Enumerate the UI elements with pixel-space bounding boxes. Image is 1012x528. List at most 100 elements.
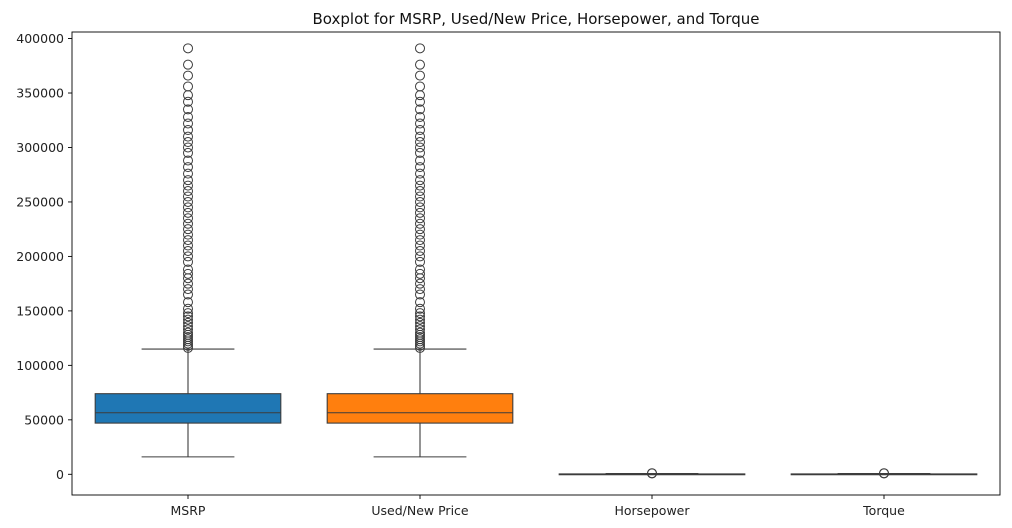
outlier-point — [879, 468, 889, 479]
outlier-point — [183, 196, 193, 207]
outlier-point — [183, 180, 193, 191]
outlier-point — [415, 264, 425, 275]
outlier-point — [415, 168, 425, 179]
outlier-point — [183, 251, 193, 262]
outlier-point — [415, 137, 425, 148]
x-tick-label: Horsepower — [614, 503, 690, 518]
outlier-point — [183, 202, 193, 213]
outlier-point — [415, 235, 425, 246]
outlier-point — [183, 96, 193, 107]
outlier-point — [183, 186, 193, 197]
outlier-point — [183, 327, 193, 338]
y-tick-label: 300000 — [16, 140, 64, 155]
outlier-point — [415, 191, 425, 202]
outlier-point — [183, 162, 193, 173]
box — [94, 393, 282, 424]
outlier-point — [415, 142, 425, 153]
outlier-point — [183, 118, 193, 129]
y-tick-label: 0 — [56, 467, 64, 482]
outlier-point — [415, 317, 425, 328]
outlier-point — [415, 321, 425, 332]
outlier-point — [183, 229, 193, 240]
outlier-point — [415, 180, 425, 191]
outlier-point — [183, 142, 193, 153]
plot-area: 0 50000 100000 150000 200000 250000 300000 3500… — [16, 31, 1001, 518]
outlier-point — [415, 224, 425, 235]
outlier-point — [415, 104, 425, 115]
outlier-point — [415, 268, 425, 279]
y-tick-label: 400000 — [16, 31, 64, 46]
outlier-point — [415, 43, 425, 54]
outlier-point — [415, 213, 425, 224]
outlier-point — [415, 284, 425, 295]
outlier-point — [415, 256, 425, 267]
outlier-point — [415, 229, 425, 240]
outlier-point — [415, 218, 425, 229]
outlier-point — [415, 303, 425, 314]
outlier-point — [415, 314, 425, 325]
outlier-point — [415, 70, 425, 81]
outlier-point — [647, 468, 657, 479]
outlier-point — [183, 303, 193, 314]
outlier-point — [183, 314, 193, 325]
outlier-point — [183, 155, 193, 166]
outlier-point — [415, 202, 425, 213]
outlier-point — [183, 175, 193, 186]
outlier-point — [183, 278, 193, 289]
outlier-point — [183, 125, 193, 136]
outlier-point — [415, 118, 425, 129]
outlier-point — [415, 240, 425, 251]
outlier-point — [415, 131, 425, 142]
outlier-point — [415, 81, 425, 92]
outlier-point — [415, 327, 425, 338]
y-tick-label: 250000 — [16, 194, 64, 209]
outlier-point — [183, 297, 193, 308]
outlier-point — [415, 289, 425, 300]
outlier-point — [183, 284, 193, 295]
outlier-point — [183, 111, 193, 122]
outlier-point — [183, 59, 193, 70]
y-tick-label: 200000 — [16, 249, 64, 264]
outlier-point — [415, 207, 425, 218]
outlier-point — [183, 264, 193, 275]
outlier-point — [183, 289, 193, 300]
outlier-point — [415, 186, 425, 197]
outlier-point — [183, 235, 193, 246]
outlier-point — [183, 191, 193, 202]
outlier-point — [415, 251, 425, 262]
outlier-point — [183, 213, 193, 224]
outlier-point — [183, 311, 193, 322]
outlier-point — [415, 59, 425, 70]
chart-title: Boxplot for MSRP, Used/New Price, Horsep… — [313, 10, 760, 28]
x-tick-label: Used/New Price — [371, 503, 469, 518]
outlier-point — [183, 245, 193, 256]
outlier-point — [415, 245, 425, 256]
outlier-point — [183, 168, 193, 179]
outlier-point — [183, 137, 193, 148]
outlier-point — [415, 324, 425, 335]
plot-frame — [71, 31, 1001, 496]
x-tick-label: Torque — [862, 503, 905, 518]
outlier-point — [415, 125, 425, 136]
y-tick-label: 50000 — [24, 412, 64, 427]
outlier-point — [415, 111, 425, 122]
outlier-point — [415, 196, 425, 207]
outlier-point — [415, 162, 425, 173]
outlier-point — [183, 218, 193, 229]
outlier-point — [183, 147, 193, 158]
outlier-point — [183, 104, 193, 115]
outlier-point — [183, 224, 193, 235]
outlier-point — [183, 268, 193, 279]
outlier-point — [415, 278, 425, 289]
outlier-point — [183, 256, 193, 267]
x-tick-label: MSRP — [171, 503, 206, 518]
outlier-point — [183, 70, 193, 81]
box — [326, 393, 514, 424]
outlier-point — [415, 175, 425, 186]
outlier-point — [415, 155, 425, 166]
outlier-point — [415, 96, 425, 107]
outlier-point — [183, 131, 193, 142]
outlier-point — [415, 90, 425, 101]
